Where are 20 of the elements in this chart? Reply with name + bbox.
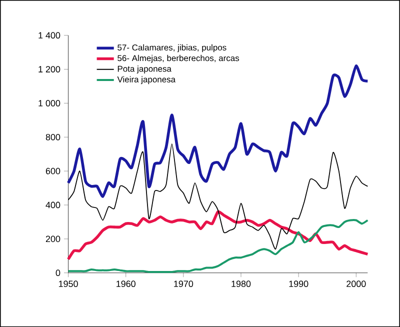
legend-label: 56- Almejas, berberechos, arcas: [118, 54, 240, 63]
y-tick-label: 200: [46, 236, 60, 242]
x-tick-label: 1950: [58, 280, 78, 287]
x-tick-label: 2000: [346, 280, 366, 287]
legend-label: Pota japonesa: [118, 65, 172, 74]
line-series: [66, 210, 370, 261]
y-tick-label: 0: [56, 270, 60, 276]
y-tick-label: 400: [46, 202, 60, 208]
x-tick-label: 1980: [232, 280, 251, 287]
legend-label: 57- Calamares, jibias, pulpos: [118, 44, 226, 52]
x-tick-label: 1970: [174, 280, 194, 287]
x-tick-label: 1990: [289, 280, 308, 287]
y-tick-label: 1 000: [38, 100, 60, 106]
y-tick-label: 1 200: [38, 66, 60, 72]
legend-label: Vieira japonesa: [117, 76, 176, 84]
line-series: [66, 64, 370, 198]
x-tick-label: 1960: [116, 280, 136, 287]
y-tick-label: 800: [46, 134, 60, 140]
y-tick-label: 600: [46, 168, 60, 174]
y-tick-label: 1 400: [38, 32, 60, 38]
